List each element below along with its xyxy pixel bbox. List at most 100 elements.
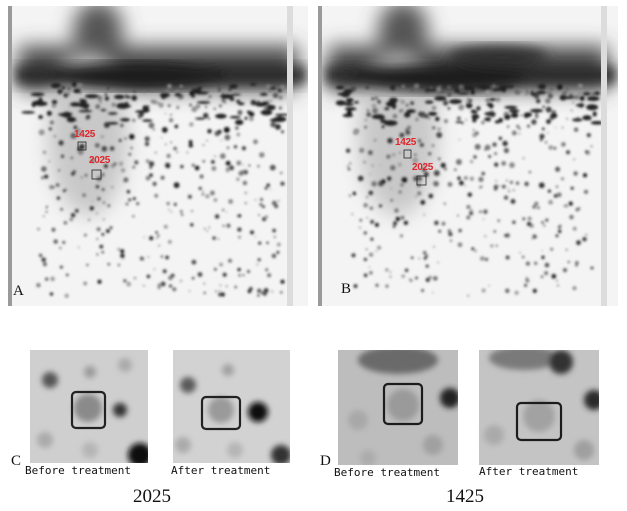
protein-spot <box>564 204 569 208</box>
protein-spot <box>365 119 367 121</box>
protein-spot <box>527 216 532 221</box>
protein-spot <box>63 221 68 225</box>
protein-spot <box>413 175 419 182</box>
protein-spot <box>399 132 405 138</box>
protein-spot <box>471 114 480 120</box>
protein-spot <box>484 144 491 151</box>
protein-spot <box>400 215 405 220</box>
protein-spot <box>432 291 434 294</box>
protein-spot <box>41 166 47 172</box>
protein-spot <box>537 206 540 209</box>
protein-spot <box>351 213 353 215</box>
protein-spot <box>373 138 377 142</box>
protein-spot <box>509 84 514 89</box>
protein-spot <box>102 218 105 221</box>
protein-spot <box>391 152 396 157</box>
protein-spot <box>347 165 350 168</box>
zoom-d-after <box>479 350 599 465</box>
protein-spot <box>131 97 134 100</box>
protein-spot <box>51 227 56 232</box>
protein-spot <box>194 165 200 171</box>
spot-label-1425-a: 1425 <box>74 129 96 140</box>
protein-spot <box>454 88 460 93</box>
protein-spot <box>142 91 146 94</box>
protein-spot <box>388 180 390 183</box>
protein-spot <box>33 101 48 107</box>
protein-spot <box>122 258 124 260</box>
protein-spot <box>194 117 206 120</box>
protein-spot <box>170 273 175 278</box>
protein-spot <box>207 117 210 120</box>
protein-spot <box>134 277 136 279</box>
protein-spot <box>67 86 71 91</box>
protein-spot <box>128 153 132 156</box>
protein-spot <box>231 93 241 96</box>
protein-spot <box>491 85 494 87</box>
protein-spot <box>561 90 568 96</box>
protein-spot <box>66 92 70 96</box>
protein-spot <box>222 224 225 227</box>
protein-spot <box>259 203 263 207</box>
protein-spot <box>117 264 120 266</box>
protein-spot <box>493 144 497 147</box>
protein-spot <box>492 88 504 91</box>
protein-spot <box>280 181 285 186</box>
protein-spot <box>203 227 206 230</box>
protein-spot <box>377 100 381 104</box>
protein-spot <box>157 286 161 290</box>
protein-spot <box>400 182 404 187</box>
protein-spot <box>129 134 135 140</box>
protein-spot <box>160 281 166 287</box>
protein-spot <box>66 116 77 123</box>
protein-spot <box>481 171 485 176</box>
protein-spot <box>344 107 357 111</box>
protein-spot <box>470 86 475 91</box>
protein-spot <box>272 92 279 99</box>
protein-spot <box>540 138 543 142</box>
protein-spot <box>447 107 451 110</box>
protein-spot <box>366 196 368 199</box>
protein-spot <box>165 255 169 260</box>
protein-spot <box>418 180 421 183</box>
protein-spot <box>79 99 87 104</box>
protein-spot <box>428 152 432 156</box>
protein-spot <box>132 197 136 201</box>
protein-spot <box>541 127 545 131</box>
protein-spot <box>143 236 145 238</box>
protein-spot <box>562 268 568 273</box>
protein-spot <box>379 204 382 208</box>
protein-spot <box>99 100 103 104</box>
protein-spot <box>104 164 108 169</box>
protein-spot <box>217 129 222 134</box>
protein-spot <box>111 102 116 107</box>
protein-spot <box>235 126 239 130</box>
protein-spot <box>547 90 552 95</box>
protein-spot <box>466 97 471 101</box>
protein-spot <box>495 180 497 182</box>
protein-spot <box>516 124 520 128</box>
protein-spot <box>345 148 351 153</box>
protein-spot <box>410 101 414 105</box>
protein-spot <box>56 196 61 200</box>
protein-spot <box>45 210 48 213</box>
protein-spot <box>220 94 234 99</box>
protein-spot <box>236 132 241 137</box>
protein-spot <box>423 214 425 216</box>
protein-spot <box>381 179 386 184</box>
protein-spot <box>96 237 99 241</box>
protein-spot <box>173 182 180 189</box>
protein-spot <box>268 89 272 92</box>
protein-spot <box>455 159 462 165</box>
protein-spot <box>165 164 170 169</box>
protein-spot <box>84 94 99 99</box>
protein-spot <box>149 173 153 177</box>
protein-spot <box>267 102 270 105</box>
protein-spot <box>207 98 209 101</box>
protein-spot <box>101 188 105 191</box>
protein-spot <box>498 117 503 123</box>
protein-spot <box>471 247 475 251</box>
protein-spot <box>366 217 368 219</box>
protein-spot <box>465 103 473 109</box>
protein-spot <box>152 181 157 186</box>
protein-spot <box>532 288 537 293</box>
